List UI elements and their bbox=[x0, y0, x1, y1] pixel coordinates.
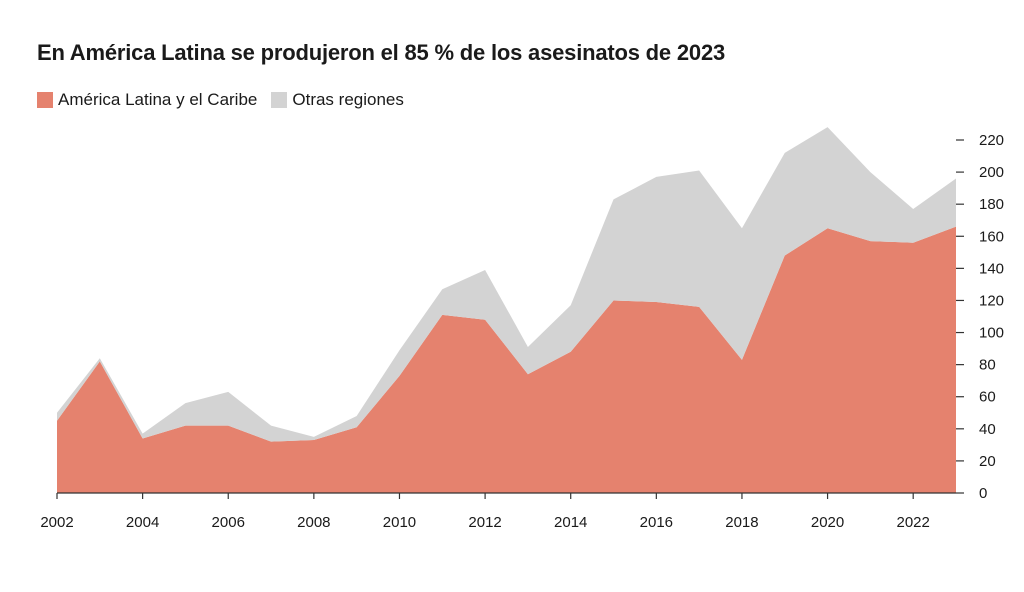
x-tick-label: 2012 bbox=[468, 514, 501, 531]
x-tick-label: 2002 bbox=[40, 514, 73, 531]
x-tick-label: 2008 bbox=[297, 514, 330, 531]
y-tick-label: 60 bbox=[979, 389, 996, 406]
x-tick-label: 2010 bbox=[383, 514, 416, 531]
chart-title: En América Latina se produjeron el 85 % … bbox=[37, 40, 726, 65]
legend-label-other: Otras regiones bbox=[292, 90, 404, 109]
y-tick-label: 220 bbox=[979, 132, 1004, 149]
x-tick-label: 2022 bbox=[897, 514, 930, 531]
legend-swatch-latam bbox=[37, 92, 53, 108]
area-series-latam bbox=[57, 226, 956, 494]
y-tick-label: 180 bbox=[979, 196, 1004, 213]
y-tick-label: 20 bbox=[979, 453, 996, 470]
chart-axes: 2002 2004 2006 2008 2010 2012 2014 2016 2018 2020… bbox=[40, 132, 1004, 531]
x-tick-label: 2018 bbox=[725, 514, 758, 531]
legend-item-other: Otras regiones bbox=[271, 90, 404, 110]
legend-swatch-other bbox=[271, 92, 288, 108]
y-tick-label: 0 bbox=[979, 485, 987, 502]
legend-item-latam: América Latina y el Caribe bbox=[37, 90, 257, 110]
x-tick-label: 2006 bbox=[212, 514, 245, 531]
y-tick-label: 40 bbox=[979, 421, 996, 438]
x-tick-label: 2004 bbox=[126, 514, 159, 531]
y-tick-label: 160 bbox=[979, 228, 1004, 245]
legend-label-latam: América Latina y el Caribe bbox=[58, 90, 258, 109]
legend: América Latina y el Caribe Otras regione… bbox=[37, 90, 418, 110]
y-tick-label: 140 bbox=[979, 260, 1004, 277]
y-tick-label: 120 bbox=[979, 292, 1004, 309]
y-tick-label: 100 bbox=[979, 325, 1004, 342]
y-tick-label: 80 bbox=[979, 357, 996, 374]
x-tick-label: 2020 bbox=[811, 514, 844, 531]
y-tick-label: 200 bbox=[979, 164, 1004, 181]
x-tick-label: 2014 bbox=[554, 514, 587, 531]
x-tick-label: 2016 bbox=[640, 514, 673, 531]
chart-areas bbox=[57, 127, 956, 494]
